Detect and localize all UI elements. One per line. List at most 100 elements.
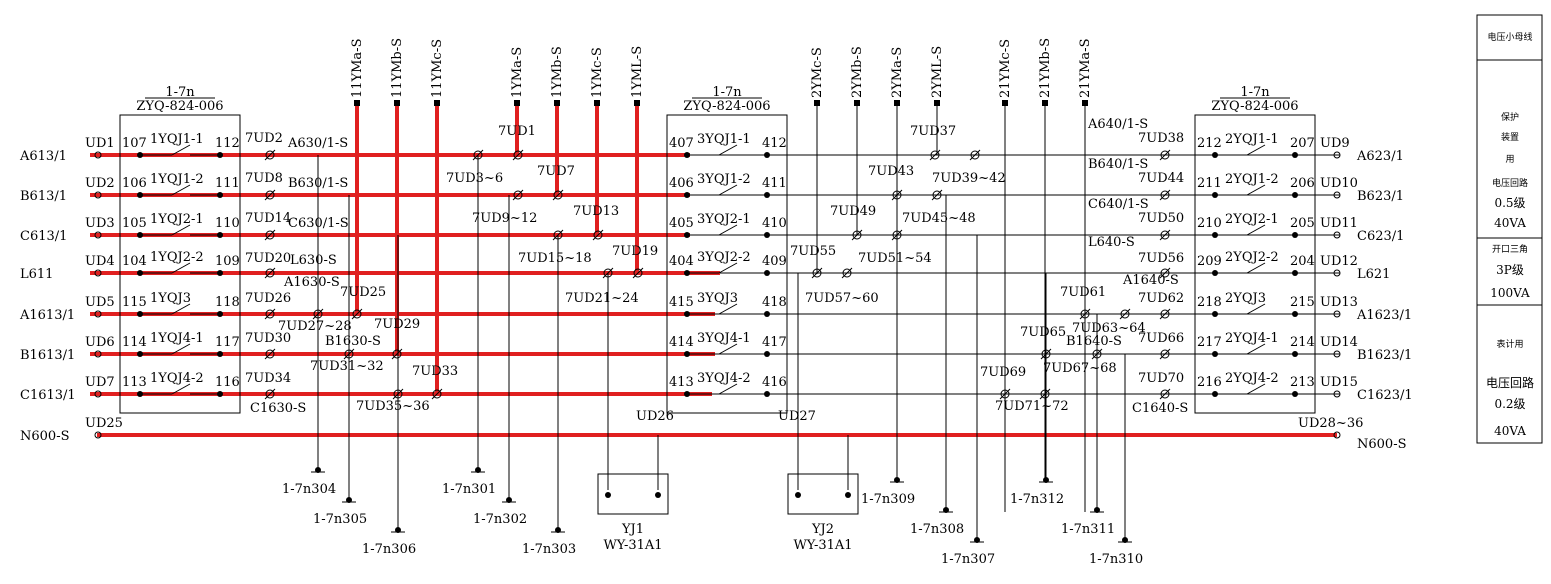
dot <box>315 467 321 473</box>
label: 7UD26 <box>245 291 291 306</box>
bus-label: 1YML-S <box>630 46 645 98</box>
label: 7UD3~6 <box>446 171 503 186</box>
tie <box>1000 389 1010 399</box>
label: A640/1-S <box>1087 117 1148 132</box>
label: 0.2级 <box>1494 397 1525 411</box>
label: A1623/1 <box>1356 308 1412 323</box>
label: 1-7n <box>1240 85 1270 100</box>
label: 7UD51~54 <box>858 251 932 266</box>
label: 407 <box>669 136 694 151</box>
label: 7UD8 <box>245 171 283 186</box>
label: UD25 <box>85 416 123 431</box>
label: 7UD69 <box>980 365 1026 380</box>
wire <box>999 388 1011 400</box>
label: C613/1 <box>20 229 67 244</box>
wire <box>632 267 644 279</box>
label: 1YQJ4-2 <box>150 371 204 386</box>
bus-label: 11YMc-S <box>430 39 445 98</box>
wire <box>264 308 276 320</box>
tie <box>932 190 942 200</box>
relay-box <box>1194 114 1316 414</box>
label: 1-7n303 <box>522 542 576 557</box>
label: 7UD2 <box>245 131 283 146</box>
tie <box>265 309 275 319</box>
label: 416 <box>762 375 787 390</box>
wire <box>1079 308 1091 320</box>
tie <box>265 190 275 200</box>
wire <box>718 262 738 274</box>
label: 2YQJ1-2 <box>1225 172 1279 187</box>
label: 418 <box>762 295 787 310</box>
label: 404 <box>669 254 694 269</box>
bus-terminal <box>554 100 560 106</box>
relay-box <box>119 114 241 414</box>
dot <box>475 467 481 473</box>
wire <box>718 224 738 236</box>
label: ZYQ-824-006 <box>1211 99 1298 114</box>
meter <box>787 473 859 515</box>
label: 7UD39~42 <box>932 171 1006 186</box>
label: WY-31A1 <box>793 538 852 553</box>
label: ZYQ-824-006 <box>683 99 770 114</box>
label: 2YQJ2-2 <box>1225 250 1279 265</box>
label: 109 <box>215 254 240 269</box>
tie <box>1160 268 1170 278</box>
terminal <box>94 431 102 439</box>
terminal <box>94 350 102 358</box>
label: 开口三角 <box>1492 243 1528 255</box>
wire <box>929 149 941 161</box>
label: 1-7n310 <box>1089 552 1143 567</box>
wire <box>1246 383 1266 395</box>
label: 1-7n309 <box>861 492 915 507</box>
tie <box>593 230 603 240</box>
wire <box>718 144 738 156</box>
label: L640-S <box>1088 235 1135 250</box>
bus-terminal <box>634 100 640 106</box>
label: 1-7n312 <box>1010 492 1064 507</box>
terminal <box>94 191 102 199</box>
label: 1-7n311 <box>1061 522 1115 537</box>
label: 411 <box>762 176 787 191</box>
label: UD6 <box>85 335 115 350</box>
tie <box>970 150 980 160</box>
label: 7UD49 <box>830 204 876 219</box>
label: ZYQ-824-006 <box>136 99 223 114</box>
label: 106 <box>122 176 147 191</box>
meter <box>597 473 669 515</box>
wire <box>969 149 981 161</box>
label: 7UD67~68 <box>1043 361 1117 376</box>
label: UD9 <box>1320 136 1350 151</box>
label: 210 <box>1197 216 1222 231</box>
bus-terminal <box>854 100 860 106</box>
label: 213 <box>1290 375 1315 390</box>
label: 7UD45~48 <box>902 211 976 226</box>
label: A1613/1 <box>19 308 75 323</box>
label: A623/1 <box>1356 149 1404 164</box>
label: 1YQJ4-1 <box>150 331 204 346</box>
wire <box>264 189 276 201</box>
wire <box>718 184 738 196</box>
wire <box>1159 189 1171 201</box>
label: 7UD70 <box>1138 371 1184 386</box>
label: 40VA <box>1494 216 1526 230</box>
terminal <box>94 231 102 239</box>
wire <box>512 189 524 201</box>
label: 7UD14 <box>245 211 291 226</box>
tie <box>265 150 275 160</box>
dot <box>1094 507 1100 513</box>
label: 7UD57~60 <box>805 291 879 306</box>
label: 电压回路 <box>1486 375 1534 390</box>
label: A630/1-S <box>287 136 348 151</box>
label: N600-S <box>1357 437 1407 452</box>
dot <box>795 492 801 498</box>
label: B623/1 <box>1357 189 1404 204</box>
label: 3YQJ2-2 <box>697 250 751 265</box>
wire <box>264 229 276 241</box>
wire <box>512 149 524 161</box>
label: 1YQJ1-1 <box>150 132 204 147</box>
dot <box>655 492 661 498</box>
wire <box>811 267 823 279</box>
label: C1630-S <box>250 401 306 416</box>
tie <box>513 150 523 160</box>
wire <box>1159 149 1171 161</box>
